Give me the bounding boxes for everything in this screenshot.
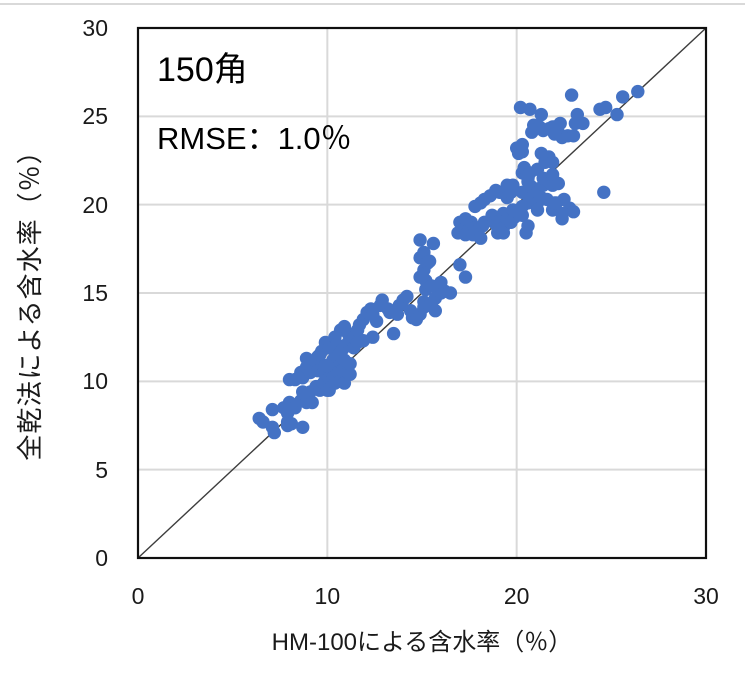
data-point <box>267 425 281 440</box>
y-tick-label: 20 <box>82 191 108 218</box>
plot-border <box>136 26 708 560</box>
data-point <box>413 233 427 247</box>
data-point <box>320 358 334 373</box>
y-tick-label: 15 <box>82 280 108 306</box>
y-tick-label: 10 <box>82 368 108 395</box>
data-point <box>265 402 280 417</box>
chart-top-border <box>0 3 745 5</box>
data-point <box>296 420 310 434</box>
data-point <box>400 289 414 304</box>
data-point <box>599 100 613 115</box>
data-point <box>515 137 529 152</box>
data-point <box>631 84 645 99</box>
x-tick-label: 20 <box>503 583 530 609</box>
data-point <box>458 270 473 284</box>
data-point <box>434 275 448 290</box>
x-axis-title: HM-100による含水率（％） <box>271 629 573 656</box>
data-point <box>570 107 584 122</box>
data-point <box>553 116 567 131</box>
data-point <box>343 367 357 381</box>
annotation-specimen-size: 150角 <box>157 51 248 89</box>
x-tick-label: 30 <box>693 583 719 609</box>
data-point <box>426 236 441 251</box>
data-point <box>500 178 514 192</box>
data-point <box>597 185 611 199</box>
data-point <box>534 107 548 122</box>
data-point <box>564 88 579 102</box>
data-point <box>343 357 357 371</box>
data-point <box>422 254 437 268</box>
y-tick-label: 30 <box>82 15 108 41</box>
x-tick-label: 10 <box>314 583 341 609</box>
data-point <box>523 102 537 117</box>
data-point <box>474 231 488 245</box>
data-point <box>496 226 511 240</box>
data-point <box>616 90 630 104</box>
data-point <box>521 219 535 233</box>
data-point <box>551 176 565 191</box>
data-point <box>366 330 380 344</box>
annotation-rmse: RMSE：1.0％ <box>157 121 352 156</box>
data-point <box>530 203 545 217</box>
data-point <box>305 395 319 410</box>
y-tick-label: 25 <box>82 103 108 130</box>
data-point <box>284 417 299 431</box>
data-point <box>453 258 467 272</box>
data-point <box>566 205 581 219</box>
y-tick-label: 5 <box>95 456 108 483</box>
data-point <box>428 304 442 318</box>
x-tick-label: 0 <box>131 583 145 609</box>
data-point <box>610 107 624 122</box>
data-point <box>443 286 458 300</box>
data-point <box>566 129 581 143</box>
data-point <box>369 314 384 328</box>
data-point <box>545 155 560 169</box>
y-tick-label: 0 <box>95 545 108 571</box>
data-point <box>386 326 401 341</box>
